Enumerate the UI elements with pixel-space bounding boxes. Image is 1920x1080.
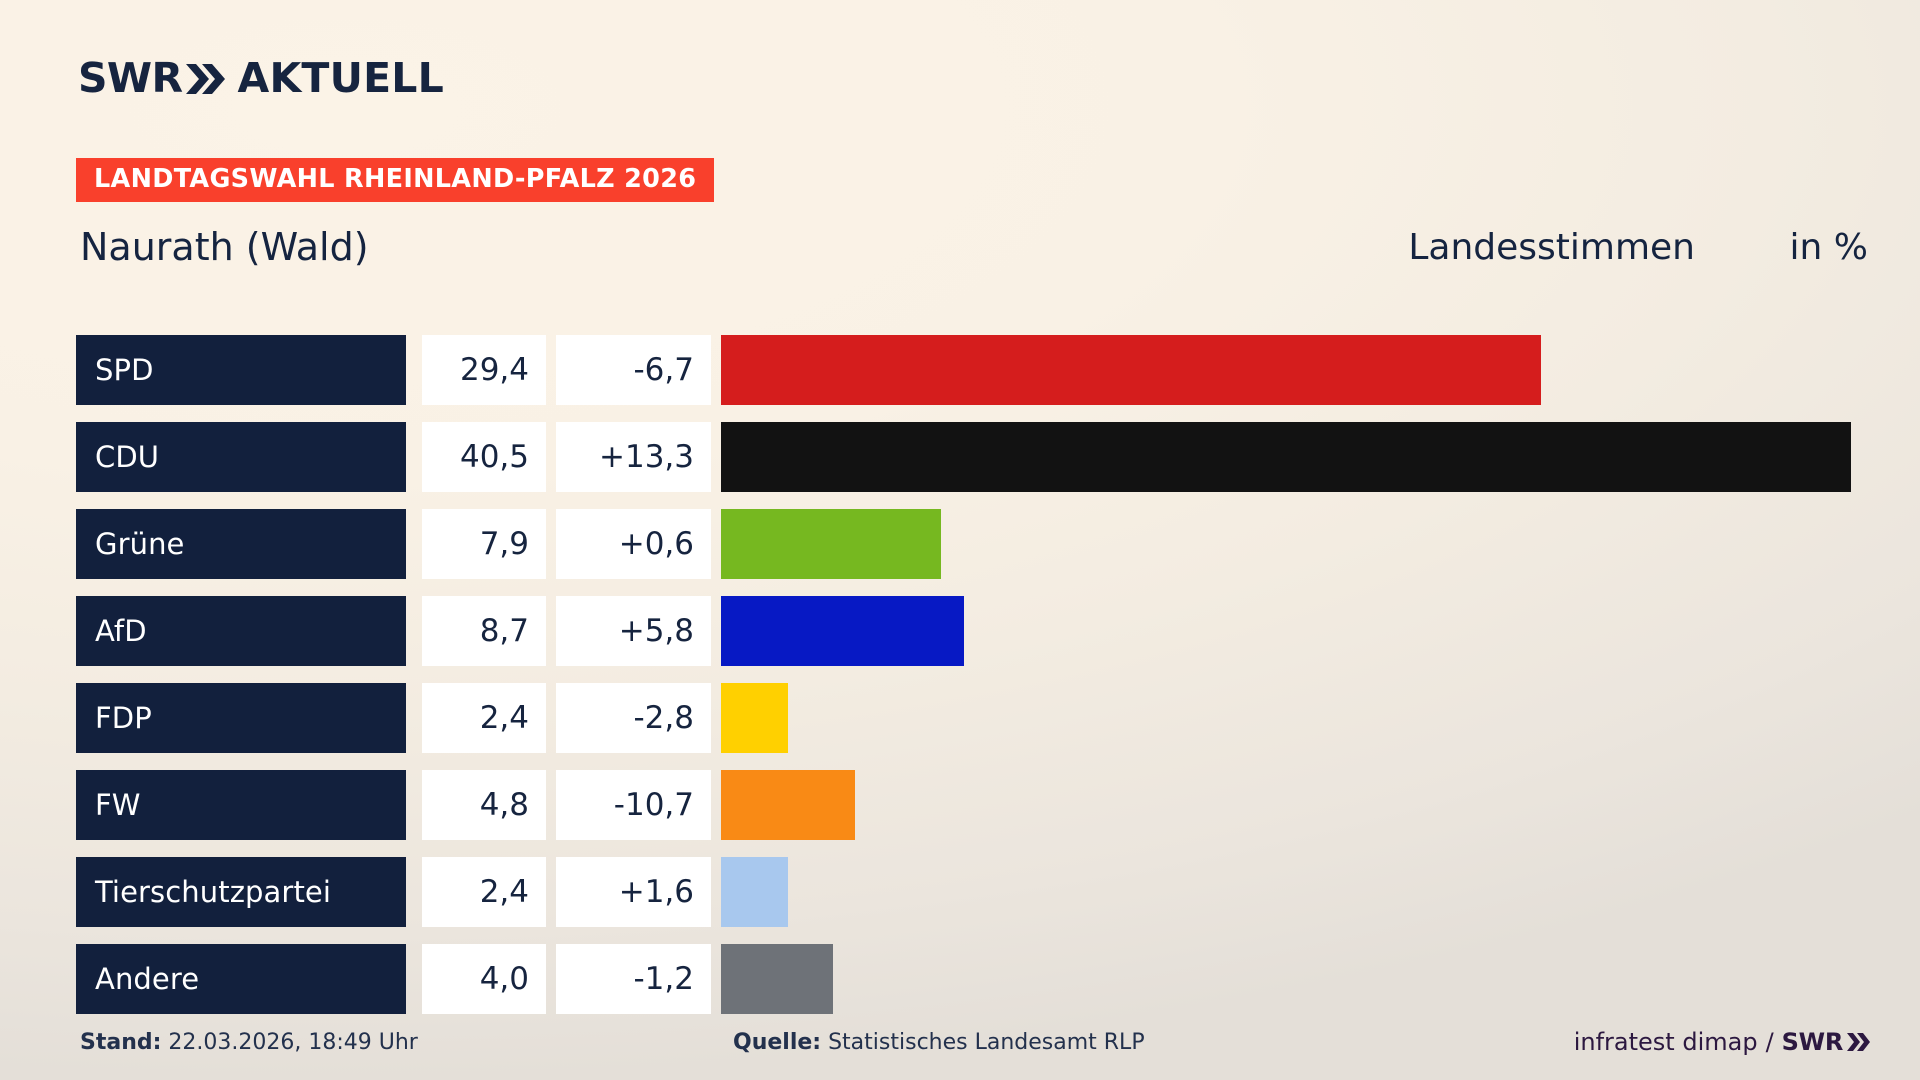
party-cell: FDP	[76, 683, 406, 753]
value-cell: 7,9	[422, 509, 546, 579]
result-change: +1,6	[618, 874, 694, 910]
bar-track	[721, 596, 1920, 666]
bar-track	[721, 944, 1920, 1014]
party-cell: Andere	[76, 944, 406, 1014]
result-bar	[721, 509, 942, 579]
table-row: CDU 40,5 +13,3	[0, 420, 1920, 507]
table-row: Andere 4,0 -1,2	[0, 942, 1920, 1029]
result-bar	[721, 944, 833, 1014]
stand-value: 22.03.2026, 18:49 Uhr	[168, 1030, 418, 1055]
change-cell: +1,6	[556, 857, 711, 927]
value-cell: 2,4	[422, 857, 546, 927]
result-bar	[721, 596, 964, 666]
result-percent: 2,4	[479, 874, 529, 910]
result-change: -6,7	[633, 352, 695, 388]
result-change: +13,3	[599, 439, 694, 475]
result-percent: 7,9	[479, 526, 529, 562]
value-cell: 4,0	[422, 944, 546, 1014]
result-change: +5,8	[618, 613, 694, 649]
party-cell: CDU	[76, 422, 406, 492]
change-cell: -1,2	[556, 944, 711, 1014]
party-name: FDP	[95, 701, 152, 735]
table-row: FDP 2,4 -2,8	[0, 681, 1920, 768]
result-change: -1,2	[633, 961, 695, 997]
change-cell: +5,8	[556, 596, 711, 666]
attribution: infratest dimap / SWR	[1574, 1028, 1872, 1056]
result-percent: 2,4	[479, 700, 529, 736]
result-percent: 4,8	[479, 787, 529, 823]
party-name: FW	[95, 788, 141, 822]
party-name: AfD	[95, 614, 147, 648]
logo-aktuell-text: AKTUELL	[237, 54, 444, 102]
bar-track	[721, 335, 1920, 405]
party-name: SPD	[95, 353, 154, 387]
change-cell: +0,6	[556, 509, 711, 579]
result-change: +0,6	[618, 526, 694, 562]
party-name: Andere	[95, 962, 200, 996]
region-title: Naurath (Wald)	[80, 225, 369, 269]
party-name: CDU	[95, 440, 160, 474]
table-row: Tierschutzpartei 2,4 +1,6	[0, 855, 1920, 942]
logo-swr-text: SWR	[78, 54, 183, 102]
result-bar	[721, 683, 788, 753]
attribution-separator: /	[1765, 1028, 1774, 1056]
bar-track	[721, 683, 1920, 753]
bar-track	[721, 422, 1920, 492]
party-cell: FW	[76, 770, 406, 840]
unit-label: in %	[1789, 227, 1868, 268]
value-cell: 2,4	[422, 683, 546, 753]
value-cell: 8,7	[422, 596, 546, 666]
party-cell: AfD	[76, 596, 406, 666]
result-bar	[721, 770, 855, 840]
stand-text: Stand: 22.03.2026, 18:49 Uhr	[80, 1030, 418, 1055]
result-percent: 4,0	[479, 961, 529, 997]
results-table: SPD 29,4 -6,7 CDU 40,5 +13,3 Grüne 7,9 +0,6 AfD 8,…	[0, 333, 1920, 1029]
quelle-text: Quelle: Statistisches Landesamt RLP	[733, 1030, 1145, 1055]
change-cell: -2,8	[556, 683, 711, 753]
vote-kind-label: Landesstimmen	[1408, 227, 1695, 268]
table-row: AfD 8,7 +5,8	[0, 594, 1920, 681]
swr-aktuell-logo: SWR AKTUELL	[78, 58, 444, 99]
subheader: Naurath (Wald) Landesstimmen in %	[0, 225, 1920, 285]
table-row: FW 4,8 -10,7	[0, 768, 1920, 855]
result-bar	[721, 422, 1851, 492]
quelle-value: Statistisches Landesamt RLP	[828, 1030, 1145, 1055]
double-chevron-right-icon	[1846, 1032, 1872, 1052]
election-banner: LANDTAGSWAHL RHEINLAND-PFALZ 2026	[76, 158, 715, 202]
footer: Stand: 22.03.2026, 18:49 Uhr Quelle: Sta…	[0, 1028, 1920, 1076]
change-cell: +13,3	[556, 422, 711, 492]
stand-label: Stand:	[80, 1030, 162, 1055]
bar-track	[721, 770, 1920, 840]
table-row: Grüne 7,9 +0,6	[0, 507, 1920, 594]
party-name: Tierschutzpartei	[95, 875, 332, 909]
value-cell: 29,4	[422, 335, 546, 405]
result-change: -10,7	[613, 787, 694, 823]
party-cell: Grüne	[76, 509, 406, 579]
result-bar	[721, 335, 1542, 405]
attribution-swr: SWR	[1781, 1028, 1844, 1056]
double-chevron-right-icon	[185, 62, 227, 96]
result-change: -2,8	[633, 700, 695, 736]
attribution-dimap: infratest dimap	[1573, 1028, 1758, 1056]
change-cell: -6,7	[556, 335, 711, 405]
result-percent: 40,5	[459, 439, 529, 475]
result-bar	[721, 857, 788, 927]
bar-track	[721, 509, 1920, 579]
party-cell: SPD	[76, 335, 406, 405]
result-percent: 8,7	[479, 613, 529, 649]
party-name: Grüne	[95, 527, 185, 561]
quelle-label: Quelle:	[733, 1030, 822, 1055]
table-row: SPD 29,4 -6,7	[0, 333, 1920, 420]
change-cell: -10,7	[556, 770, 711, 840]
bar-track	[721, 857, 1920, 927]
value-cell: 40,5	[422, 422, 546, 492]
party-cell: Tierschutzpartei	[76, 857, 406, 927]
value-cell: 4,8	[422, 770, 546, 840]
result-percent: 29,4	[459, 352, 529, 388]
